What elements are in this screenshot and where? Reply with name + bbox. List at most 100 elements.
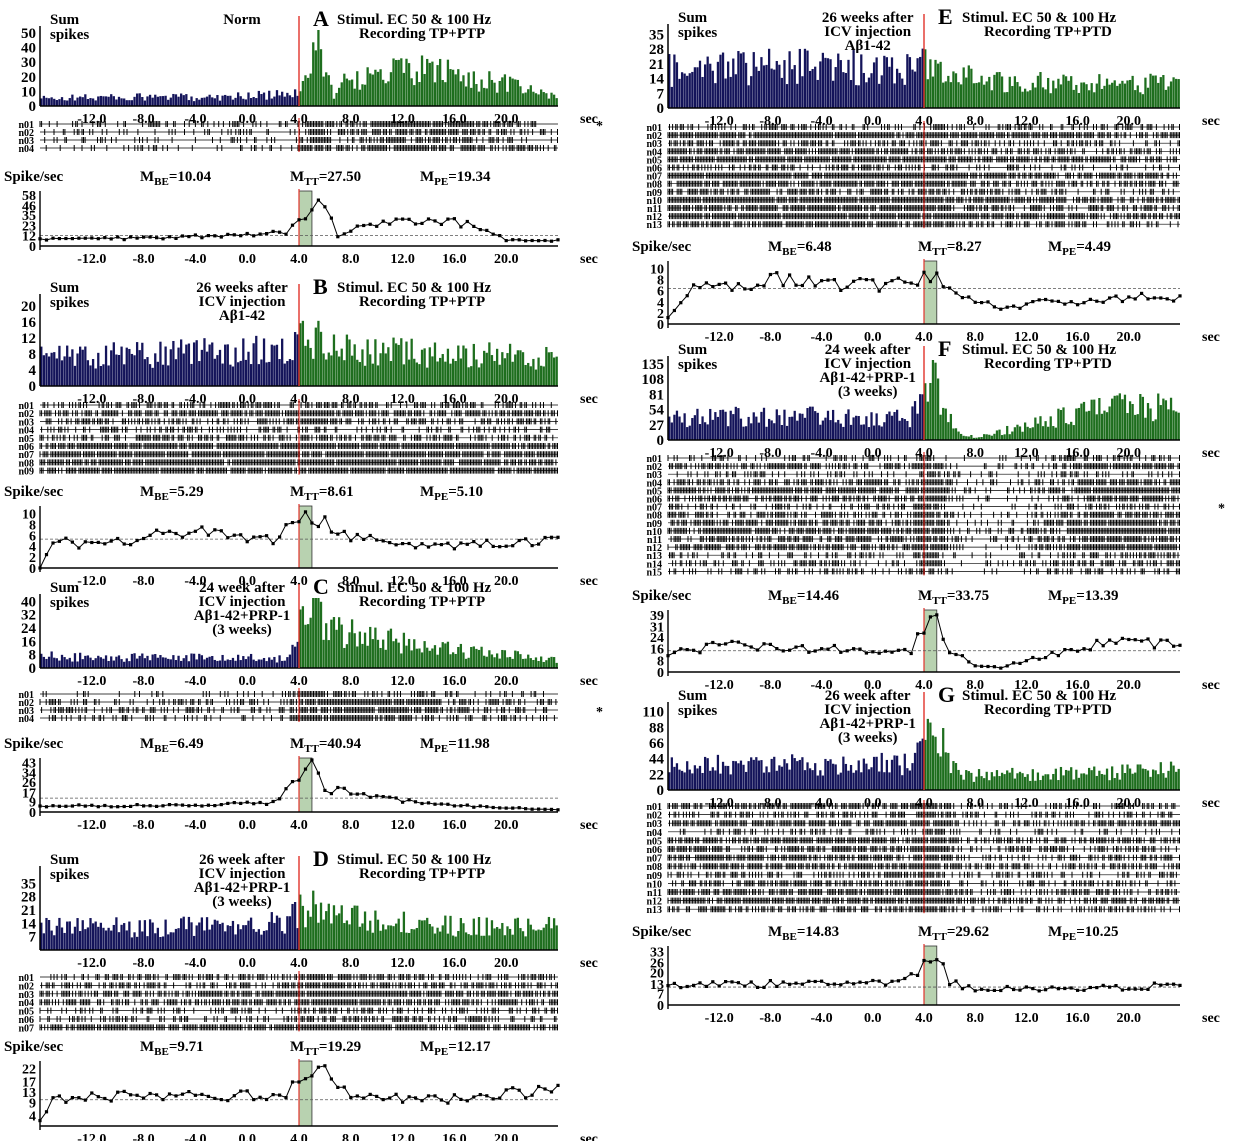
histogram-bar <box>1090 770 1093 790</box>
histogram-bar <box>262 92 266 106</box>
histogram-bar <box>1151 421 1155 440</box>
histogram-bar <box>898 765 901 790</box>
histogram-bar <box>151 367 154 386</box>
histogram-bar <box>200 917 204 950</box>
rate-point <box>485 228 489 232</box>
histogram-bar <box>1013 427 1017 440</box>
histogram-bar <box>977 769 981 790</box>
line-x-tick-label: 8.0 <box>342 1132 360 1141</box>
line-x-tick-label: 4.0 <box>290 574 308 589</box>
histogram-bar <box>444 915 447 950</box>
histogram-bar <box>439 58 442 106</box>
histogram-bar <box>686 427 689 440</box>
histogram-bar <box>747 761 750 790</box>
spikes-label: spikes <box>678 25 717 41</box>
rate-point <box>129 804 133 808</box>
histogram-bar <box>195 925 198 950</box>
histogram-bar <box>257 929 260 950</box>
rate-point <box>401 1100 405 1104</box>
rate-point <box>433 1094 437 1098</box>
histogram-bar <box>76 353 79 386</box>
histogram-bar <box>508 928 512 950</box>
histogram-bar <box>268 90 271 106</box>
histogram-bar <box>296 641 299 668</box>
histogram-bar <box>120 659 123 668</box>
histogram-bar <box>706 758 709 790</box>
rate-point <box>213 234 217 238</box>
histogram-bar <box>76 918 79 950</box>
rate-point <box>232 533 236 537</box>
histogram-bar <box>847 59 850 108</box>
rate-point <box>64 236 68 241</box>
rate-point <box>986 664 990 669</box>
histogram-bar <box>135 936 139 950</box>
histogram-bar <box>389 628 393 668</box>
histogram-bar <box>325 72 328 106</box>
rate-point <box>472 540 476 544</box>
neuron-label: n15 <box>646 567 662 578</box>
histogram-bar <box>446 59 450 106</box>
histogram-bar <box>187 661 191 668</box>
histogram-bar <box>703 756 707 790</box>
rate-point <box>226 801 230 805</box>
histogram-bar <box>849 80 853 108</box>
rate-point <box>672 650 676 655</box>
rate-point <box>180 1092 185 1096</box>
histogram-bar <box>369 354 372 386</box>
line-y-tick-label: 22 <box>22 1062 36 1077</box>
histogram-bar <box>888 411 891 440</box>
histogram-bar <box>885 759 889 790</box>
panel-title-line: ICV injection <box>199 594 286 610</box>
recording-label: Recording TP+PTP <box>359 594 485 610</box>
histogram-bar <box>493 360 496 386</box>
histogram-bar <box>1175 771 1178 790</box>
histogram-bar <box>53 657 56 668</box>
rate-point <box>135 803 139 807</box>
histogram-bar <box>143 359 147 386</box>
panel-letter: E <box>938 4 953 29</box>
rate-point <box>90 1091 94 1095</box>
rate-point <box>1159 296 1163 300</box>
histogram-bar <box>1175 411 1178 440</box>
line-x-tick-label: -12.0 <box>77 574 106 589</box>
histogram-bar <box>327 352 330 386</box>
histogram-bar <box>218 100 222 106</box>
histogram-bar <box>785 84 789 108</box>
histogram-bar <box>1169 397 1173 440</box>
histogram-bar <box>1057 780 1060 790</box>
rate-point <box>278 535 282 539</box>
histogram-bar <box>529 924 532 950</box>
histogram-bar <box>213 98 216 106</box>
rate-point <box>472 1095 476 1099</box>
histogram-bar <box>959 774 963 790</box>
histogram-bar <box>402 364 406 386</box>
neuron-label: n08 <box>646 511 662 522</box>
rate-point <box>64 804 68 808</box>
histogram-bar <box>1070 767 1073 790</box>
histogram-bar <box>744 62 748 108</box>
histogram-bar <box>524 936 527 950</box>
rate-point <box>109 539 113 543</box>
histogram-x-unit: sec <box>580 956 598 971</box>
histogram-bar <box>865 82 868 108</box>
histogram-bar <box>1164 777 1168 790</box>
line-x-tick-label: 0.0 <box>864 1011 882 1026</box>
rate-point <box>57 804 61 808</box>
rate-point <box>973 989 977 993</box>
spikes-label: spikes <box>50 27 89 43</box>
histogram-bar <box>454 361 457 386</box>
histogram-bar <box>187 916 191 950</box>
histogram-x-tick-label: -4.0 <box>184 956 206 971</box>
histogram-bar <box>99 922 103 950</box>
rate-point <box>960 654 964 658</box>
rate-point <box>323 515 327 519</box>
histogram-bar <box>185 344 188 386</box>
histogram-bar <box>340 905 343 950</box>
histogram-bar <box>1052 773 1055 790</box>
histogram-bar <box>1018 771 1022 790</box>
histogram-bar <box>1134 414 1137 440</box>
histogram-bar <box>296 334 299 386</box>
histogram-bar <box>389 925 393 950</box>
line-x-tick-label: -4.0 <box>184 574 206 589</box>
histogram-bar <box>527 918 530 950</box>
